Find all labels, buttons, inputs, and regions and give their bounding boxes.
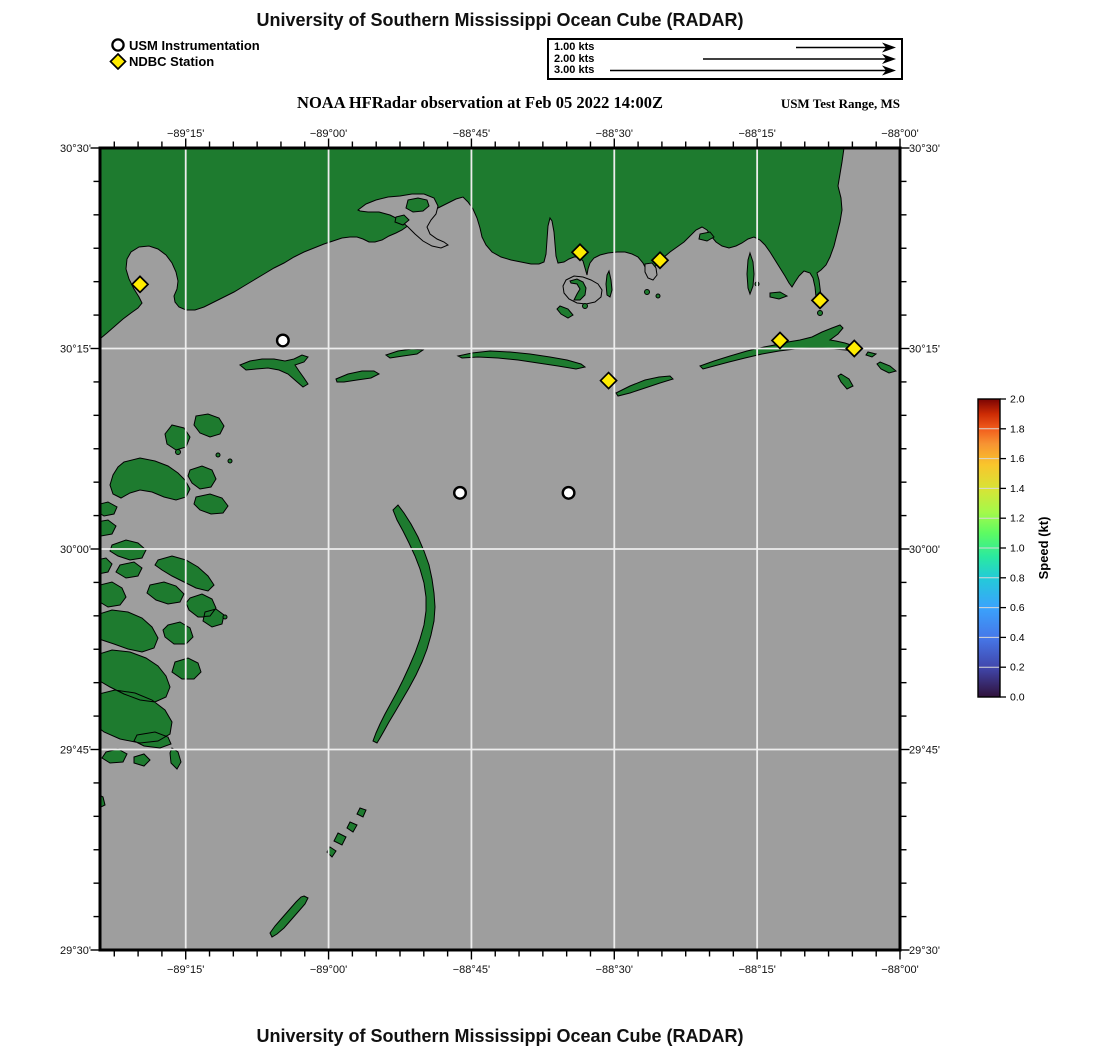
lon-label-bottom: −88°00': [881, 964, 918, 976]
graticule-gridlines: [100, 148, 900, 950]
observation-subtitle: NOAA HFRadar observation at Feb 05 2022 …: [297, 93, 663, 112]
lon-label-bottom: −88°45': [453, 964, 490, 976]
axis-ticks: [90, 138, 910, 960]
colorbar-tick-label: 0.6: [1010, 602, 1025, 614]
ndbc-station-marker: [770, 331, 790, 350]
lon-label-bottom: −89°00': [310, 964, 347, 976]
arrowhead-icon: [882, 54, 896, 64]
legend-item-usm: USM Instrumentation: [129, 38, 260, 53]
lat-label-right: 29°30': [909, 945, 940, 957]
mainland-coast: [100, 148, 845, 340]
colorbar-tick-label: 1.6: [1010, 453, 1025, 465]
lon-label-top: −88°00': [881, 128, 918, 140]
ndbc-station-marker: [599, 371, 618, 390]
colorbar-tick-label: 2.0: [1010, 394, 1025, 406]
lon-label-top: −89°15': [167, 128, 204, 140]
lon-label-top: −88°15': [738, 128, 775, 140]
scale-row-label: 1.00 kts: [554, 41, 595, 53]
colorbar-tick-label: 0.4: [1010, 632, 1025, 644]
ndbc-station-marker: [650, 251, 670, 270]
page-title: University of Southern Mississippi Ocean…: [256, 10, 744, 30]
barrier-islands: [239, 231, 898, 397]
usm-instrumentation-marker: [561, 485, 576, 500]
ndbc-station-marker: [130, 275, 150, 294]
map-frame: [98, 146, 902, 952]
estuary-channels: [357, 193, 658, 305]
lat-label-right: 30°00': [909, 544, 940, 556]
usm-instrumentation-marker: [453, 485, 468, 500]
lon-label-bottom: −89°15': [167, 964, 204, 976]
lon-label-bottom: −88°30': [596, 964, 633, 976]
lon-label-top: −88°30': [596, 128, 633, 140]
usm-instrumentation-marker: [275, 333, 290, 348]
lat-label-right: 29°45': [909, 745, 940, 757]
colorbar-tick-label: 0.2: [1010, 662, 1025, 674]
scale-row-label: 2.00 kts: [554, 52, 595, 65]
ndbc-station-marker: [810, 291, 830, 310]
lat-label-left: 30°00': [60, 544, 91, 556]
lat-label-left: 30°15': [60, 344, 91, 356]
lon-label-bottom: −88°15': [738, 964, 775, 976]
ndbc-diamond-icon: [109, 53, 127, 70]
scale-arrows: [610, 42, 896, 76]
colorbar-tick-label: 1.8: [1010, 423, 1025, 435]
colorbar-tick-label: 1.4: [1010, 483, 1025, 495]
scale-row-label: 3.00 kts: [554, 64, 595, 76]
arrowhead-icon: [882, 65, 896, 76]
station-markers: [130, 243, 864, 500]
colorbar: 0.0 0.2 0.4 0.6 0.8 1.0 1.2 1.4 1.6 1.8 2.0 Speed …: [977, 394, 1051, 704]
axis-labels: −89°15' −89°15' −89°00' −89°00' −88°45' −88°4…: [60, 128, 940, 976]
lat-label-left: 30°30': [60, 143, 91, 155]
lon-label-top: −88°45': [453, 128, 490, 140]
lat-label-right: 30°30': [909, 143, 940, 155]
lat-label-left: 29°45': [60, 745, 91, 757]
colorbar-title: Speed (kt): [1036, 517, 1051, 580]
region-label: USM Test Range, MS: [780, 96, 900, 111]
lat-label-right: 30°15': [909, 344, 940, 356]
marsh-islands: [100, 413, 229, 809]
usm-circle-icon: [111, 38, 125, 52]
colorbar-tick-label: 1.2: [1010, 513, 1025, 525]
footer-title: University of Southern Mississippi Ocean…: [256, 1026, 744, 1046]
arrowhead-icon: [882, 42, 896, 53]
estuary-islets: [394, 197, 587, 301]
ndbc-station-marker: [570, 243, 590, 262]
lat-label-left: 29°30': [60, 945, 91, 957]
colorbar-tick-label: 0.8: [1010, 572, 1025, 584]
velocity-scale-box: 1.00 kts 2.00 kts 3.00 kts: [547, 38, 903, 80]
colorbar-tick-label: 0.0: [1010, 692, 1025, 704]
legend-item-ndbc: NDBC Station: [129, 54, 215, 69]
colorbar-tick-label: 1.0: [1010, 543, 1025, 555]
lon-label-top: −89°00': [310, 128, 347, 140]
ndbc-station-marker: [845, 339, 864, 358]
